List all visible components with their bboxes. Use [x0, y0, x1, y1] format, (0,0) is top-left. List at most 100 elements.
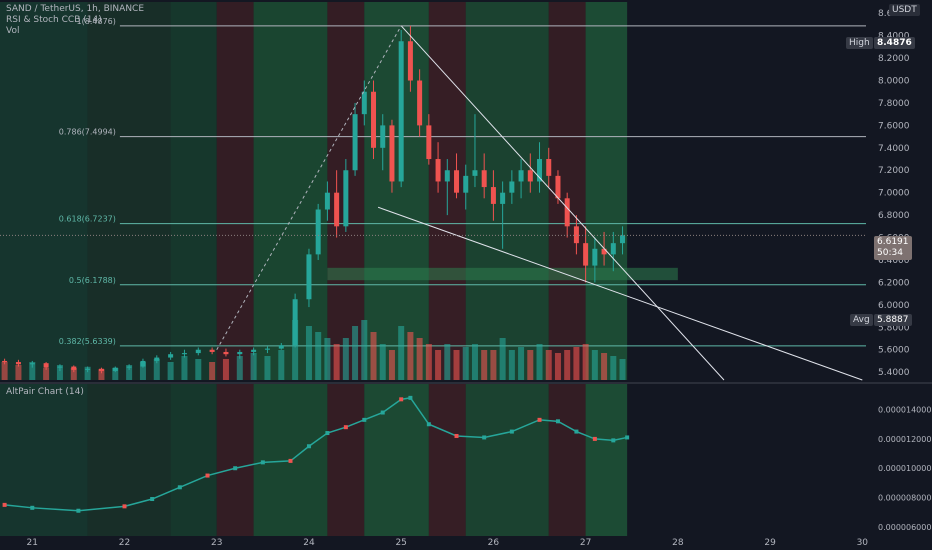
price-tick-label: 5.4000 — [878, 368, 910, 378]
candle-body — [223, 351, 229, 355]
time-tick-label: 21 — [27, 538, 38, 548]
avg-value-tag: 5.8887 — [874, 314, 912, 326]
altpair-point — [625, 435, 630, 440]
price-tick-label: 7.2000 — [878, 166, 910, 176]
candle-body — [500, 192, 506, 204]
altpair-point — [362, 417, 367, 422]
price-tick-label: 8.2000 — [878, 54, 910, 64]
volume-bar — [573, 347, 580, 380]
volume-bar — [139, 362, 146, 380]
candle-body — [352, 114, 358, 171]
candle-body — [454, 170, 460, 193]
volume-bar — [153, 359, 160, 380]
altpair-point — [325, 431, 330, 436]
candle-body — [527, 170, 533, 182]
altpair-point — [343, 425, 348, 430]
volume-bar — [305, 326, 312, 380]
altpair-point — [380, 410, 385, 415]
candle-body — [546, 159, 552, 176]
alt-session-zone-8 — [465, 384, 549, 536]
altpair-point — [233, 466, 238, 471]
candle-body — [435, 159, 441, 182]
altpair-title[interactable]: AltPair Chart (14) — [6, 387, 84, 397]
lower-pane-legend: AltPair Chart (14) — [6, 387, 84, 398]
alt-session-zone-9 — [548, 384, 586, 536]
altpair-point — [611, 438, 616, 443]
volume-bar — [601, 353, 608, 380]
time-tick-label: 26 — [488, 538, 500, 548]
volume-bar — [481, 350, 488, 380]
fib-level-label: 1(8.4876) — [77, 17, 116, 26]
candle-body — [85, 368, 91, 370]
volume-bar — [536, 344, 543, 380]
candle-body — [43, 363, 49, 368]
symbol-line[interactable]: SAND / TetherUS, 1h, BINANCE — [6, 4, 145, 14]
volume-bar — [545, 350, 552, 380]
altpair-point — [122, 504, 127, 509]
price-tick-label: 7.8000 — [878, 99, 910, 109]
volume-bar — [407, 332, 414, 380]
altpair-point — [482, 435, 487, 440]
candle-body — [463, 175, 469, 193]
candle-body — [583, 243, 589, 266]
session-zone-9 — [548, 2, 586, 380]
candle-body — [278, 345, 284, 349]
price-tick-label: 7.4000 — [878, 144, 910, 154]
candle-body — [168, 354, 174, 358]
altpair-point — [509, 429, 514, 434]
volume-bar — [361, 320, 368, 380]
time-tick-label: 24 — [303, 538, 315, 548]
candle-body — [620, 235, 626, 244]
altpair-point — [555, 419, 560, 424]
session-zone-10 — [585, 2, 628, 380]
indicator-rsi-stoch[interactable]: RSI & Stoch CCB (14) — [6, 15, 102, 25]
candle-body — [472, 170, 478, 176]
candle-body — [490, 187, 496, 204]
time-tick-label: 28 — [672, 538, 684, 548]
candle-body — [29, 363, 35, 365]
altpair-point — [306, 444, 311, 449]
volume-bar — [527, 350, 534, 380]
alt-session-zone-7 — [428, 384, 466, 536]
price-tick-label: 7.0000 — [878, 189, 910, 199]
altpair-point — [2, 502, 7, 507]
indicator-volume[interactable]: Vol — [6, 26, 20, 36]
candle-body — [154, 357, 160, 361]
price-tick-label: 6.4000 — [878, 256, 910, 266]
high-value-tag: 8.4876 — [874, 37, 915, 49]
candle-body — [518, 170, 524, 182]
alt-session-zone-3 — [216, 384, 254, 536]
session-zone-2 — [170, 2, 217, 380]
alt-tick-label: 0.0000100000 — [878, 464, 932, 473]
candle-body — [140, 360, 146, 367]
alt-session-zone-1 — [87, 384, 171, 536]
session-zone-8 — [465, 2, 549, 380]
candle-body — [98, 368, 104, 372]
volume-bar — [471, 344, 478, 380]
alt-tick-label: 0.0000080000 — [878, 494, 932, 503]
volume-bar — [610, 356, 617, 380]
volume-bar — [444, 344, 451, 380]
volume-bar — [619, 359, 626, 380]
candle-body — [15, 362, 21, 365]
volume-bar — [416, 338, 423, 380]
volume-bar — [508, 350, 515, 380]
volume-bar — [315, 332, 322, 380]
volume-bar — [112, 368, 119, 380]
currency-badge[interactable]: USDT — [889, 4, 920, 16]
volume-bar — [98, 369, 105, 380]
candle-body — [126, 366, 132, 368]
session-zone-4 — [253, 2, 328, 380]
candle-body — [181, 353, 187, 355]
candle-body — [537, 159, 543, 182]
volume-bar — [126, 365, 133, 380]
volume-bar — [278, 350, 285, 380]
volume-bar — [582, 344, 589, 380]
volume-bar — [70, 368, 77, 380]
volume-bar — [370, 332, 377, 380]
candle-body — [407, 41, 413, 81]
volume-bar — [324, 338, 331, 380]
fib-level-label: 0.5(6.1788) — [69, 276, 116, 285]
candle-body — [601, 248, 607, 255]
